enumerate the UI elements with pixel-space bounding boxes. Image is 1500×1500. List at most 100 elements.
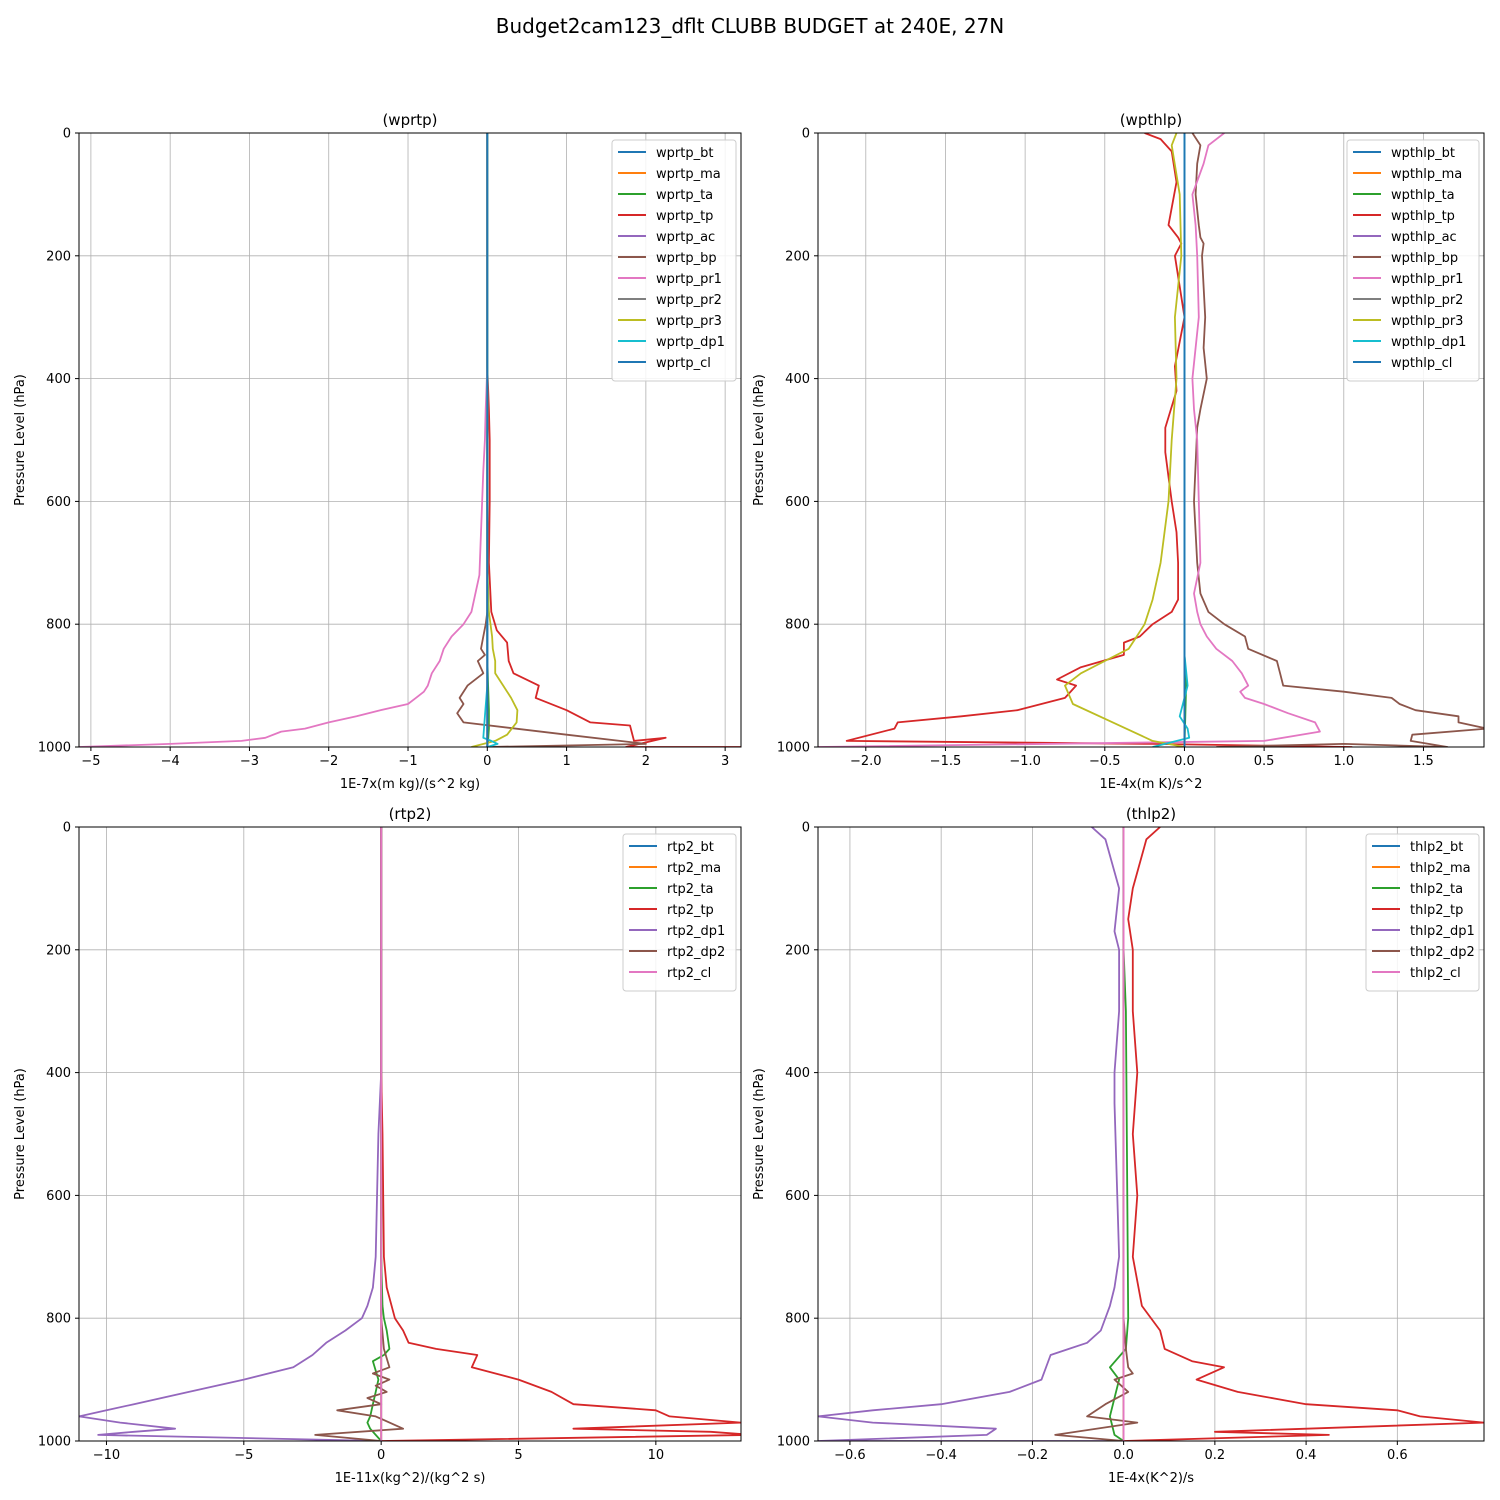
x-tick-label: 0.0 xyxy=(1174,754,1195,769)
y-axis-label: Pressure Level (hPa) xyxy=(752,374,767,506)
y-tick-label: 0 xyxy=(63,821,71,836)
series-group xyxy=(79,133,741,747)
legend-entry: rtp2_tp xyxy=(667,903,714,918)
y-tick-label: 200 xyxy=(46,943,71,958)
axes-frame xyxy=(817,132,1485,748)
legend-entry: thlp2_dp1 xyxy=(1410,924,1475,939)
legend-entry: rtp2_bt xyxy=(667,840,714,855)
x-tick-label: 0.2 xyxy=(1205,1448,1226,1463)
legend-entry: wprtp_pr2 xyxy=(656,293,722,308)
y-tick-label: 1000 xyxy=(777,741,810,756)
legend-entry: wprtp_pr3 xyxy=(656,314,722,329)
legend-entry: wpthlp_ta xyxy=(1391,188,1455,203)
y-tick-label: 600 xyxy=(785,1189,810,1204)
legend-entry: wpthlp_bp xyxy=(1391,251,1458,266)
legend-entry: wpthlp_cl xyxy=(1391,356,1452,371)
x-tick-label: 0 xyxy=(483,754,491,769)
y-tick-label: 0 xyxy=(63,127,71,142)
series-line-wpthlp_bp xyxy=(1191,133,1484,747)
legend-entry: wprtp_bp xyxy=(656,251,717,266)
series-group xyxy=(818,827,1484,1441)
series-line-thlp2_ta xyxy=(1109,827,1130,1441)
x-tick-label: 0.5 xyxy=(1254,754,1275,769)
legend-entry: thlp2_ma xyxy=(1410,861,1471,876)
chart-title: (wpthlp) xyxy=(1120,111,1183,129)
figure-title: Budget2cam123_dflt CLUBB BUDGET at 240E,… xyxy=(495,14,1005,38)
legend: wpthlp_bt wpthlp_ma wpthlp_ta wpthlp_tpwpth… xyxy=(1346,139,1480,382)
legend-entry: thlp2_dp2 xyxy=(1410,945,1475,960)
legend-entry: wprtp_dp1 xyxy=(656,335,725,350)
chart-panel-3: −10 −5 0 5 10 0 200 400 600 800 1000 (rtp2) 1E-11x(k… xyxy=(13,805,742,1486)
y-tick-label: 400 xyxy=(46,372,71,387)
y-tick-label: 200 xyxy=(785,943,810,958)
legend-entry: wprtp_ma xyxy=(656,167,721,182)
x-tick-label: 0.4 xyxy=(1296,1448,1317,1463)
y-tick-label: 800 xyxy=(785,618,810,633)
legend-entry: wpthlp_pr1 xyxy=(1391,272,1463,287)
y-axis-label: Pressure Level (hPa) xyxy=(13,374,28,506)
chart-title: (rtp2) xyxy=(389,805,432,823)
legend-entry: rtp2_ta xyxy=(667,882,714,897)
x-axis-label: 1E-4x(m K)/s^2 xyxy=(1100,777,1203,792)
legend-entry: wprtp_pr1 xyxy=(656,272,722,287)
y-tick-label: 800 xyxy=(785,1312,810,1327)
x-axis-label: 1E-11x(kg^2)/(kg^2 s) xyxy=(335,1471,486,1486)
legend-entry: wprtp_ta xyxy=(656,188,713,203)
y-axis-label: Pressure Level (hPa) xyxy=(752,1068,767,1200)
x-tick-label: −1.0 xyxy=(1009,754,1041,769)
legend-entry: rtp2_ma xyxy=(667,861,721,876)
y-tick-label: 400 xyxy=(785,372,810,387)
legend-entry: wprtp_tp xyxy=(656,209,713,224)
y-tick-label: 1000 xyxy=(38,1435,71,1450)
legend: rtp2_bt rtp2_ma rtp2_ta rtp2_tp rtp2_dp1 rtp2… xyxy=(622,833,737,992)
series-line-wpthlp_pr1 xyxy=(818,133,1321,747)
y-tick-label: 200 xyxy=(46,249,71,264)
legend-entry: rtp2_dp1 xyxy=(667,924,725,939)
legend-entry: wpthlp_ma xyxy=(1391,167,1462,182)
series-line-rtp2_tp xyxy=(380,827,741,1441)
y-tick-label: 1000 xyxy=(38,741,71,756)
y-tick-label: 600 xyxy=(46,495,71,510)
axes-frame xyxy=(78,826,742,1442)
x-tick-label: −3 xyxy=(240,754,259,769)
legend-entry: thlp2_bt xyxy=(1410,840,1463,855)
legend-entry: wpthlp_bt xyxy=(1391,146,1455,161)
axes-frame xyxy=(78,132,742,748)
x-tick-label: −0.6 xyxy=(834,1448,866,1463)
y-tick-label: 400 xyxy=(785,1066,810,1081)
x-tick-label: −1 xyxy=(398,754,417,769)
series-line-thlp2_dp1 xyxy=(818,827,1124,1441)
series-group xyxy=(79,827,741,1441)
chart-panel-1: −5 −4 −3 −2 −1 0 1 2 3 0 200 400 600 800 1000 (wprtp) 1E… xyxy=(13,111,742,792)
series-group xyxy=(818,133,1484,747)
legend-entry: thlp2_cl xyxy=(1410,966,1461,981)
y-tick-label: 200 xyxy=(785,249,810,264)
legend-entry: wprtp_ac xyxy=(656,230,715,245)
legend-entry: rtp2_dp2 xyxy=(667,945,725,960)
series-line-wprtp_bp xyxy=(456,133,647,747)
y-tick-label: 600 xyxy=(785,495,810,510)
series-line-wprtp_tp xyxy=(486,133,741,747)
legend-entry: wprtp_bt xyxy=(656,146,713,161)
series-line-thlp2_tp xyxy=(1123,827,1484,1441)
series-line-wprtp_pr3 xyxy=(471,133,519,747)
y-tick-label: 800 xyxy=(46,1312,71,1327)
axes-frame xyxy=(817,826,1485,1442)
x-tick-label: 0.0 xyxy=(1113,1448,1134,1463)
series-line-wpthlp_pr3 xyxy=(1064,133,1185,747)
chart-title: (thlp2) xyxy=(1126,805,1176,823)
chart-panel-2: −2.0 −1.5 −1.0 −0.5 0.0 0.5 1.0 1.5 0 200 400 600 80… xyxy=(752,111,1485,792)
x-tick-label: −2.0 xyxy=(850,754,882,769)
x-tick-label: 3 xyxy=(721,754,729,769)
x-tick-label: 5 xyxy=(514,1448,522,1463)
x-tick-label: −10 xyxy=(93,1448,120,1463)
x-tick-label: 10 xyxy=(648,1448,665,1463)
legend-entry: wpthlp_dp1 xyxy=(1391,335,1466,350)
y-tick-label: 800 xyxy=(46,618,71,633)
legend-entry: wpthlp_tp xyxy=(1391,209,1455,224)
y-axis-label: Pressure Level (hPa) xyxy=(13,1068,28,1200)
x-tick-label: 2 xyxy=(642,754,650,769)
x-tick-label: −1.5 xyxy=(930,754,962,769)
chart-title: (wprtp) xyxy=(382,111,437,129)
